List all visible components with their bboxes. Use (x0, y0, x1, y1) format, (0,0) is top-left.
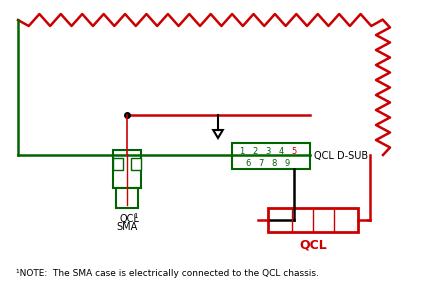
Bar (131, 158, 141, 170)
Text: ¹NOTE:  The SMA case is electrically connected to the QCL chassis.: ¹NOTE: The SMA case is electrically conn… (16, 269, 319, 278)
Bar (268, 208, 358, 232)
Bar (113, 150, 141, 188)
Text: 8: 8 (271, 158, 276, 168)
Text: QCL D-SUB: QCL D-SUB (314, 151, 368, 161)
Text: 4: 4 (278, 147, 284, 156)
Text: 9: 9 (284, 158, 289, 168)
Text: 6: 6 (245, 158, 251, 168)
Text: SMA: SMA (116, 222, 138, 232)
Text: 1: 1 (239, 147, 245, 156)
Text: 2: 2 (252, 147, 257, 156)
Text: QCL: QCL (119, 214, 139, 224)
Text: 5: 5 (291, 147, 297, 156)
Bar (232, 143, 310, 169)
Text: QCL: QCL (299, 238, 327, 251)
Bar (116, 188, 138, 208)
Text: 7: 7 (258, 158, 264, 168)
Bar (113, 158, 123, 170)
Text: 3: 3 (265, 147, 271, 156)
Text: 1: 1 (133, 213, 137, 219)
